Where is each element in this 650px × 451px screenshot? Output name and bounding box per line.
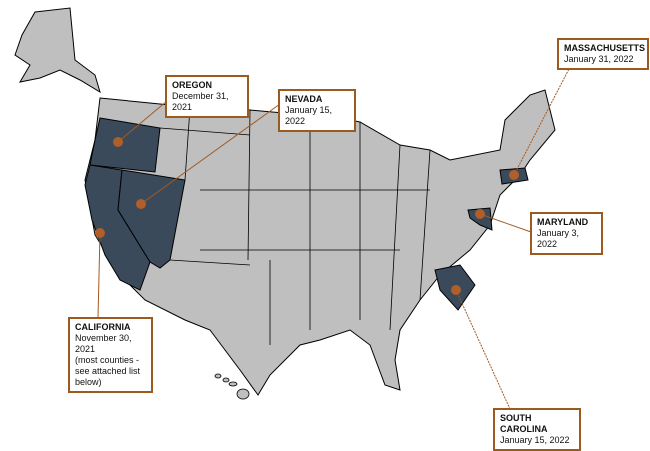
leader-lines: [97, 66, 571, 410]
callout-state: SOUTH CAROLINA: [500, 413, 548, 434]
callout-state: MARYLAND: [537, 217, 589, 227]
callout-south-carolina: SOUTH CAROLINA January 15, 2022: [493, 408, 581, 451]
callout-california: CALIFORNIA November 30, 2021 (most countie…: [68, 317, 153, 393]
marker-nevada: [136, 199, 146, 209]
callout-nevada: NEVADA January 15, 2022: [278, 89, 356, 132]
callout-date: January 15, 2022: [500, 435, 570, 445]
callout-note: (most counties - see attached list below…: [75, 355, 141, 387]
markers: [95, 137, 519, 295]
callout-massachusetts: MASSACHUSETTS January 31, 2022: [557, 38, 649, 70]
marker-california: [95, 228, 105, 238]
callout-date: December 31, 2021: [172, 91, 229, 112]
callout-maryland: MARYLAND January 3, 2022: [530, 212, 603, 255]
alaska: [14, 7, 101, 94]
marker-maryland: [475, 209, 485, 219]
callout-state: OREGON: [172, 80, 213, 90]
callout-oregon: OREGON December 31, 2021: [165, 75, 249, 118]
state-borders: [159, 107, 431, 345]
callout-state: CALIFORNIA: [75, 322, 131, 332]
callout-date: November 30, 2021: [75, 333, 132, 354]
callout-date: January 31, 2022: [564, 54, 634, 64]
marker-oregon: [113, 137, 123, 147]
state-nevada[interactable]: [117, 169, 186, 269]
callout-state: MASSACHUSETTS: [564, 43, 646, 53]
callout-state: NEVADA: [285, 94, 323, 104]
callout-date: January 15, 2022: [285, 105, 333, 126]
marker-massachusetts: [509, 170, 519, 180]
callout-date: January 3, 2022: [537, 228, 580, 249]
hawaii: [214, 373, 250, 400]
state-oregon[interactable]: [89, 117, 161, 173]
marker-south-carolina: [451, 285, 461, 295]
